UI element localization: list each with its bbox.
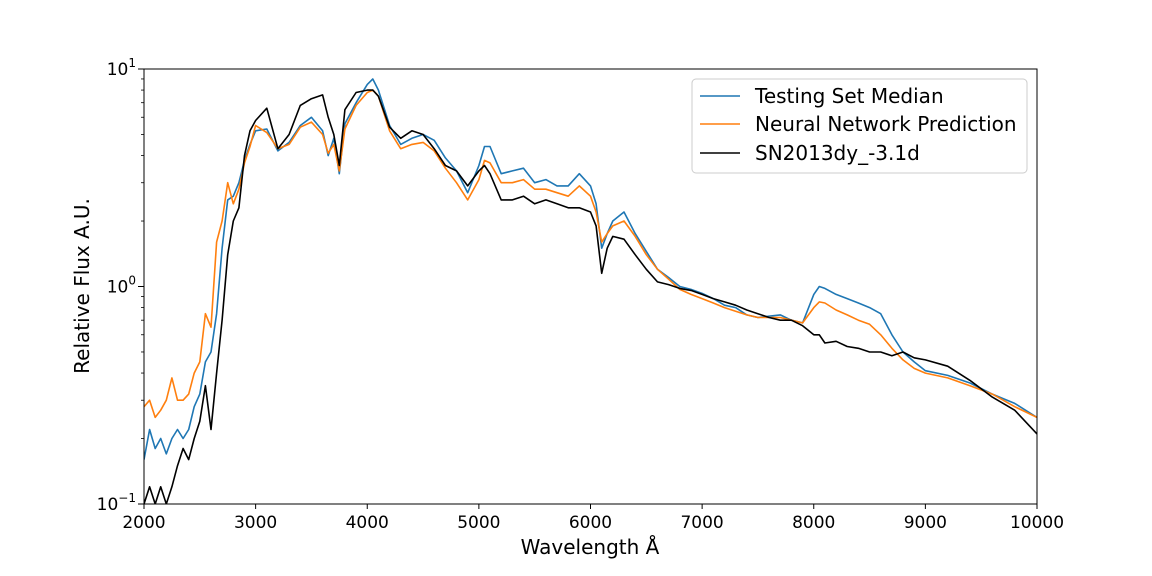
legend-box [691, 78, 1028, 174]
x-tick-label: 7000 [680, 513, 723, 533]
x-tick-label: 5000 [457, 513, 500, 533]
x-tick-label: 10000 [1010, 513, 1064, 533]
series-line-testing-median [144, 78, 1037, 460]
x-tick-label: 9000 [904, 513, 947, 533]
legend-label-sn2013dy: SN2013dy_-3.1d [755, 141, 920, 165]
x-tick-label: 4000 [346, 513, 389, 533]
x-tick-label: 8000 [792, 513, 835, 533]
legend: Testing Set Median Neural Network Predic… [691, 78, 1028, 174]
y-tick-label: 100 [107, 274, 136, 298]
y-tick-label: 10−1 [97, 491, 136, 515]
y-tick-label: 101 [107, 56, 136, 80]
x-tick-label: 2000 [122, 513, 165, 533]
ticks-layer: 2000 3000 4000 5000 6000 7000 8000 9000 10000 10−… [97, 56, 1064, 533]
x-axis-label: Wavelength Å [521, 535, 660, 559]
legend-label-nn-prediction: Neural Network Prediction [755, 112, 1017, 136]
series-line-sn2013dy [144, 89, 1037, 504]
x-tick-label: 3000 [234, 513, 277, 533]
x-tick-label: 6000 [569, 513, 612, 533]
series-layer [144, 78, 1037, 504]
legend-label-testing-median: Testing Set Median [754, 84, 944, 108]
series-line-nn-prediction [144, 89, 1037, 419]
y-axis-label: Relative Flux A.U. [70, 198, 94, 374]
